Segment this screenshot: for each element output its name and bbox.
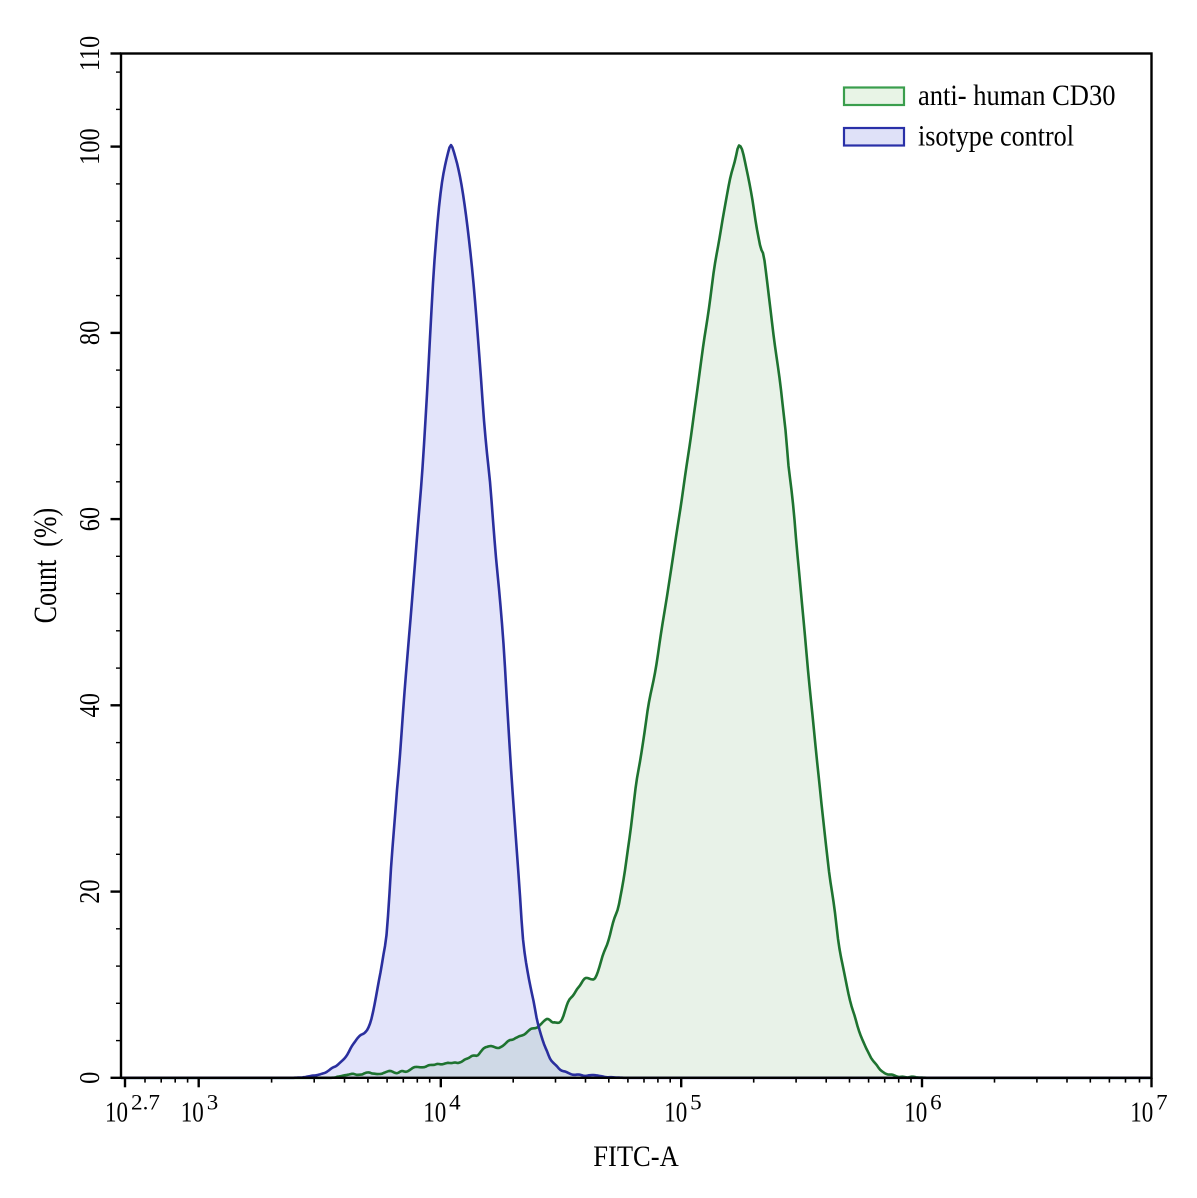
svg-text:10: 10 bbox=[423, 1098, 446, 1129]
svg-text:40: 40 bbox=[75, 693, 106, 717]
svg-text:5: 5 bbox=[690, 1090, 702, 1115]
svg-text:4: 4 bbox=[449, 1090, 461, 1115]
svg-text:10: 10 bbox=[105, 1098, 128, 1129]
svg-text:0: 0 bbox=[75, 1072, 106, 1084]
svg-text:2.7: 2.7 bbox=[131, 1090, 160, 1115]
svg-text:60: 60 bbox=[75, 507, 106, 531]
svg-text:100: 100 bbox=[75, 128, 106, 165]
svg-text:6: 6 bbox=[930, 1090, 942, 1115]
svg-text:10: 10 bbox=[181, 1098, 204, 1129]
svg-text:10: 10 bbox=[664, 1098, 687, 1129]
svg-text:isotype control: isotype control bbox=[918, 120, 1074, 153]
svg-text:anti- human CD30: anti- human CD30 bbox=[918, 79, 1116, 112]
svg-text:20: 20 bbox=[75, 879, 106, 903]
svg-text:10: 10 bbox=[1130, 1098, 1153, 1129]
svg-text:7: 7 bbox=[1156, 1090, 1168, 1115]
svg-text:110: 110 bbox=[75, 36, 106, 71]
svg-text:10: 10 bbox=[904, 1098, 927, 1129]
svg-text:80: 80 bbox=[75, 321, 106, 345]
svg-text:Count (%): Count (%) bbox=[28, 508, 64, 624]
svg-text:3: 3 bbox=[207, 1090, 219, 1115]
svg-text:FITC-A: FITC-A bbox=[593, 1140, 679, 1173]
